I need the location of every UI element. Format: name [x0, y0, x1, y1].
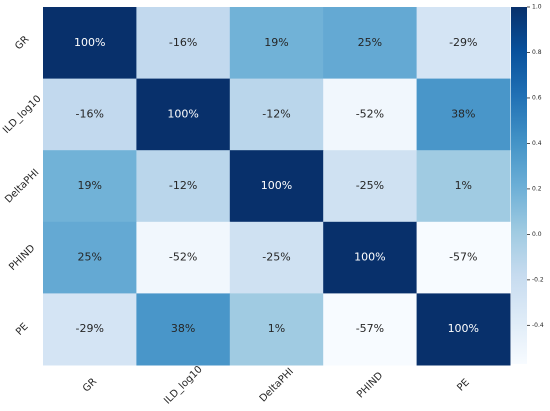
heatmap-cell-ILD_log10-GR	[43, 78, 137, 151]
cell-annotation: -52%	[356, 107, 384, 120]
heatmap-cell-PHIND-ILD_log10	[136, 221, 231, 294]
heatmap-cell-ILD_log10-ILD_log10	[136, 78, 231, 151]
cell-annotation: 38%	[171, 322, 195, 335]
heatmap-annotations: 100% -16% 19% 25% -29% -16% 100% -12% -52% 38% 19%…	[74, 36, 479, 335]
colorbar-tick-label: -0.2	[532, 276, 544, 283]
heatmap-cell-ILD_log10-DeltaPHI	[229, 78, 324, 151]
cell-annotation: 25%	[358, 36, 382, 49]
heatmap-cell-DeltaPHI-ILD_log10	[136, 150, 231, 223]
cell-annotation: -25%	[262, 251, 290, 264]
y-tick-label: PHIND	[7, 243, 37, 273]
heatmap-cell-GR-PHIND	[323, 7, 418, 80]
heatmap-cell-PHIND-GR	[43, 221, 137, 294]
heatmap-cell-DeltaPHI-PE	[416, 150, 511, 223]
colorbar-tick-label: -0.4	[532, 322, 544, 329]
cell-annotation: -57%	[449, 251, 477, 264]
colorbar-tick-label: 1.0	[532, 4, 542, 11]
y-tick-label: DeltaPHI	[3, 167, 41, 205]
cell-annotation: 19%	[264, 36, 288, 49]
heatmap-cell-PE-ILD_log10	[136, 293, 231, 366]
x-axis-tick-labels: GR ILD_log10 DeltaPHI PHIND PE	[81, 364, 472, 407]
cell-annotation: 25%	[77, 251, 101, 264]
x-tick-label: PHIND	[355, 370, 385, 400]
heatmap-cell-PE-DeltaPHI	[229, 293, 324, 366]
colorbar-gradient	[511, 7, 527, 364]
x-tick-label: ILD_log10	[162, 364, 205, 407]
cell-annotation: 1%	[268, 322, 285, 335]
heatmap-cell-PE-GR	[43, 293, 137, 366]
x-tick-label: PE	[455, 377, 472, 394]
heatmap-cell-PHIND-PE	[416, 221, 511, 294]
y-tick-label: ILD_log10	[1, 93, 44, 136]
cell-annotation: 19%	[77, 179, 101, 192]
cell-annotation: -16%	[169, 36, 197, 49]
heatmap-cell-GR-GR	[43, 7, 137, 80]
heatmap-cell-PHIND-PHIND	[323, 221, 418, 294]
cell-annotation: 38%	[451, 107, 475, 120]
cell-annotation: -29%	[449, 36, 477, 49]
colorbar-tick-label: 0.8	[532, 49, 542, 56]
heatmap-cell-GR-DeltaPHI	[229, 7, 324, 80]
cell-annotation: 100%	[448, 322, 479, 335]
y-tick-label: GR	[13, 34, 31, 52]
cell-annotation: -52%	[169, 251, 197, 264]
heatmap-cell-PE-PHIND	[323, 293, 418, 366]
cell-annotation: -12%	[169, 179, 197, 192]
colorbar-tick-label: 0.4	[532, 140, 542, 147]
cell-annotation: 100%	[261, 179, 292, 192]
cell-annotation: 1%	[455, 179, 472, 192]
x-tick-label: DeltaPHI	[258, 366, 296, 404]
y-tick-label: PE	[14, 321, 31, 338]
cell-annotation: -25%	[356, 179, 384, 192]
heatmap-cells	[43, 7, 511, 366]
cell-annotation: 100%	[354, 251, 385, 264]
colorbar: 1.0 0.8 0.6 0.4 0.2 0.0 -0.2 -0.4	[511, 4, 544, 364]
cell-annotation: 100%	[74, 36, 105, 49]
heatmap-cell-DeltaPHI-GR	[43, 150, 137, 223]
heatmap-cell-GR-PE	[416, 7, 511, 80]
cell-annotation: -16%	[75, 107, 103, 120]
cell-annotation: -29%	[75, 322, 103, 335]
heatmap-cell-ILD_log10-PHIND	[323, 78, 418, 151]
colorbar-tick-label: 0.6	[532, 94, 542, 101]
cell-annotation: -57%	[356, 322, 384, 335]
colorbar-tick-label: 0.2	[532, 185, 542, 192]
heatmap-cell-ILD_log10-PE	[416, 78, 511, 151]
heatmap-cell-DeltaPHI-DeltaPHI	[229, 150, 324, 223]
heatmap-cell-DeltaPHI-PHIND	[323, 150, 418, 223]
y-axis-tick-labels: GR ILD_log10 DeltaPHI PHIND PE	[1, 34, 44, 338]
cell-annotation: -12%	[262, 107, 290, 120]
heatmap-cell-PE-PE	[416, 293, 511, 366]
cell-annotation: 100%	[167, 107, 198, 120]
heatmap-cell-PHIND-DeltaPHI	[229, 221, 324, 294]
x-tick-label: GR	[81, 376, 99, 394]
heatmap-cell-GR-ILD_log10	[136, 7, 231, 80]
colorbar-tick-label: 0.0	[532, 231, 542, 238]
